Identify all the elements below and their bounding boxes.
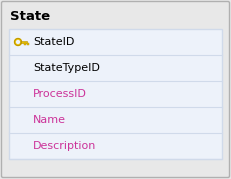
Text: State: State bbox=[10, 11, 50, 23]
Text: Description: Description bbox=[33, 141, 96, 151]
Bar bbox=[27, 43, 29, 45]
Circle shape bbox=[16, 40, 19, 43]
Text: ProcessID: ProcessID bbox=[33, 89, 87, 99]
Circle shape bbox=[15, 38, 21, 45]
Text: Name: Name bbox=[33, 115, 66, 125]
Bar bbox=[9, 29, 222, 55]
Bar bbox=[9, 81, 222, 107]
Bar bbox=[9, 133, 222, 159]
Bar bbox=[9, 107, 222, 133]
Bar bbox=[9, 29, 222, 159]
Bar bbox=[20, 41, 27, 43]
Text: StateTypeID: StateTypeID bbox=[33, 63, 100, 73]
Bar bbox=[24, 43, 26, 45]
Text: StateID: StateID bbox=[33, 37, 74, 47]
Bar bbox=[9, 55, 222, 81]
